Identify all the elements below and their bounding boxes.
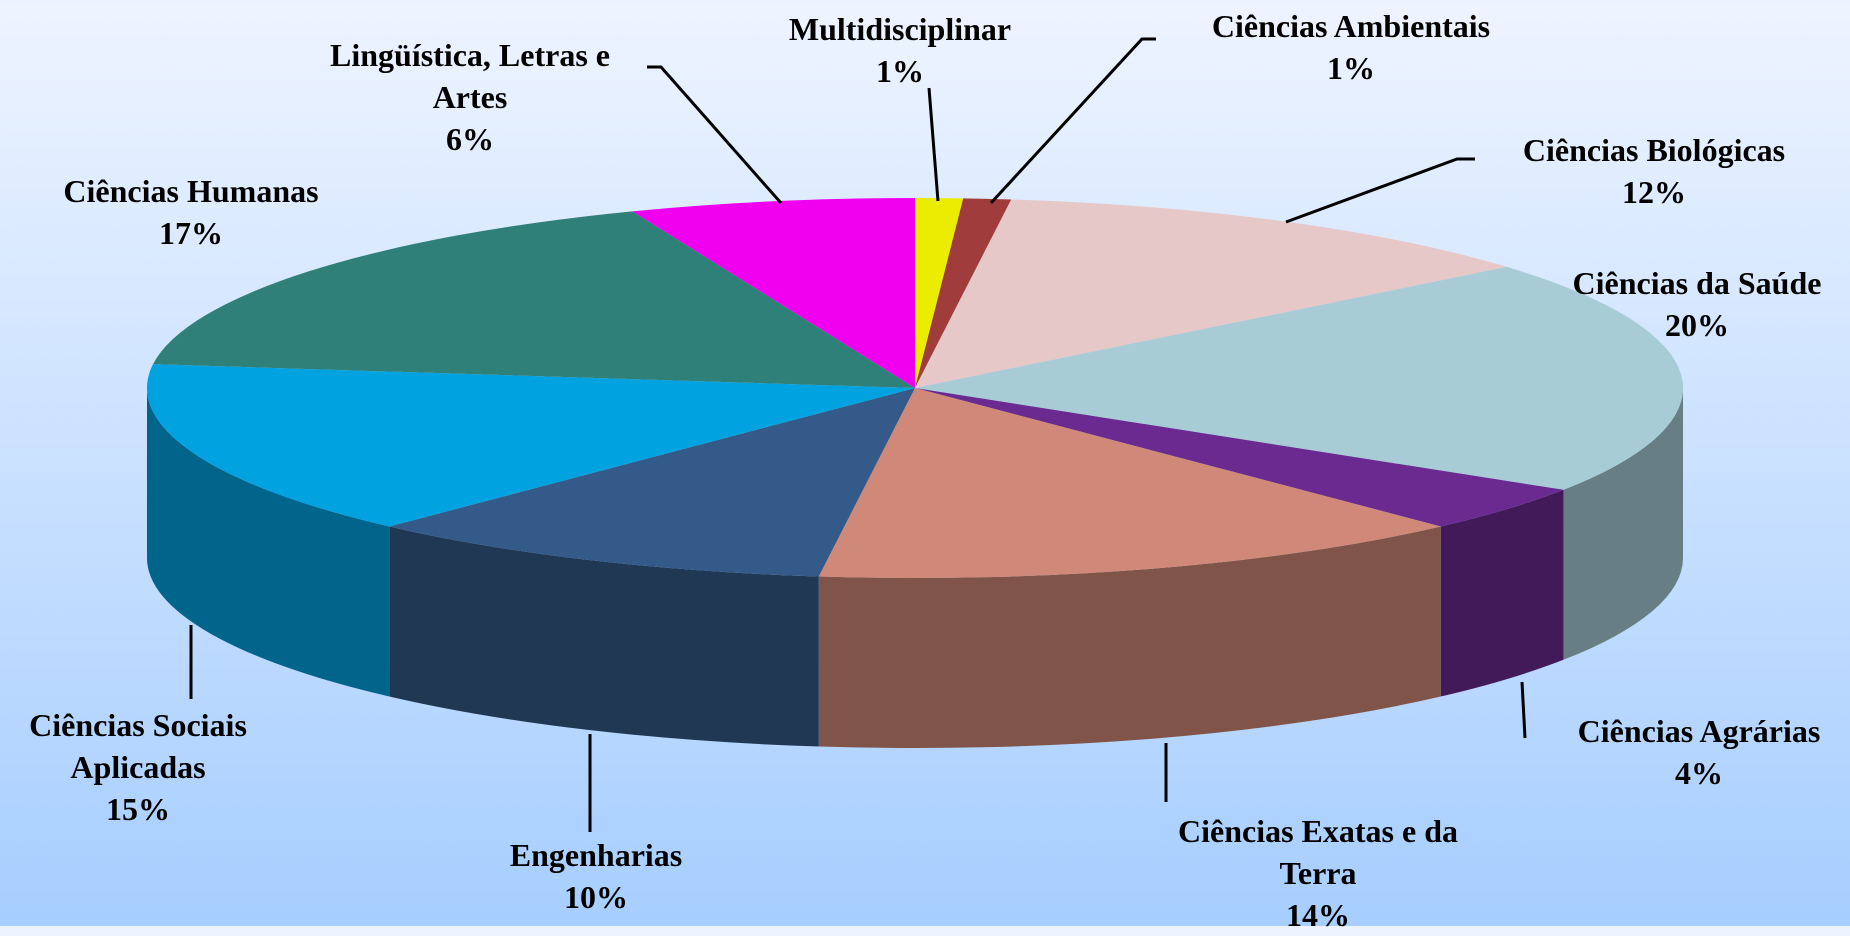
percent-label: 4%: [1674, 755, 1723, 791]
slice-label: Multidisciplinar 1%: [789, 8, 1011, 92]
slice-label: Ciências Ambientais 1%: [1212, 5, 1490, 89]
slice-side: [147, 388, 390, 697]
leader-line: [1285, 157, 1475, 224]
slice-label: Ciências Biológicas 12%: [1523, 129, 1785, 213]
category-name: Ciências Sociais Aplicadas: [29, 707, 247, 785]
percent-label: 12%: [1622, 174, 1686, 210]
category-name: Engenharias: [509, 837, 683, 873]
leader-line: [989, 37, 1156, 205]
slice: [389, 388, 915, 577]
category-name: Ciências Ambientais: [1211, 8, 1491, 44]
slice: [915, 198, 964, 388]
slice-label: Lingüística, Letras e Artes 6%: [295, 34, 645, 160]
slice-side: [389, 526, 819, 747]
percent-label: 14%: [1286, 897, 1350, 933]
slice-label: Ciências Sociais Aplicadas 15%: [3, 704, 273, 830]
category-name: Ciências Exatas e da Terra: [1178, 813, 1458, 891]
slice-label: Engenharias 10%: [510, 834, 682, 918]
slice-label: Ciências da Saúde 20%: [1573, 262, 1822, 346]
leader-line: [1520, 681, 1527, 739]
percent-label: 15%: [106, 791, 170, 827]
leader-line: [647, 65, 783, 204]
slice-side: [1563, 388, 1683, 660]
slice: [632, 198, 915, 388]
percent-label: 1%: [1326, 50, 1375, 86]
percent-label: 1%: [876, 53, 924, 89]
category-name: Ciências Humanas: [63, 173, 319, 209]
slice-label: Ciências Exatas e da Terra 14%: [1143, 810, 1493, 936]
leader-line: [927, 87, 940, 202]
slice: [153, 211, 915, 388]
percent-label: 17%: [158, 215, 223, 251]
slice: [915, 198, 1012, 388]
category-name: Lingüística, Letras e Artes: [330, 37, 610, 115]
percent-label: 10%: [563, 879, 628, 915]
category-name: Ciências Biológicas: [1522, 132, 1786, 168]
category-name: Multidisciplinar: [788, 11, 1012, 47]
slice: [818, 388, 1441, 578]
percent-label: 6%: [446, 121, 494, 157]
slice-label: Ciências Agrárias 4%: [1578, 710, 1821, 794]
category-name: Ciências Agrárias: [1577, 713, 1821, 749]
slice: [915, 388, 1564, 527]
slice-label: Ciências Humanas 17%: [63, 170, 318, 254]
category-name: Ciências da Saúde: [1572, 265, 1822, 301]
slice: [146, 364, 915, 527]
slice: [915, 266, 1683, 490]
slice-side: [1440, 489, 1564, 697]
slice-side: [818, 526, 1441, 748]
percent-label: 20%: [1665, 307, 1729, 343]
slice: [915, 199, 1507, 388]
